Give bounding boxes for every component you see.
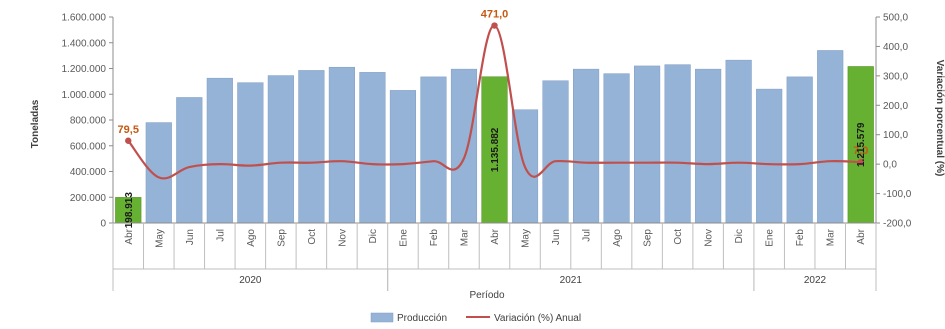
legend-line-label: Variación (%) Anual [494, 313, 581, 324]
x-tick-label: Abr [490, 228, 501, 244]
x-tick-label: May [521, 229, 532, 248]
x-tick-label: Jun [551, 229, 562, 245]
bar-10 [420, 76, 447, 224]
x-tick-label: Jun [185, 229, 196, 245]
x-tick-label: Mar [826, 228, 837, 246]
y-left-tick-label: 1.400.000 [62, 38, 107, 49]
line-value-label: 7,0 [853, 145, 868, 157]
y-right-tick-label: 0,0 [883, 160, 897, 171]
bar-value-label: 1.135.882 [490, 127, 501, 172]
y-right-axis-title: Variación porcentual (%) [934, 60, 945, 177]
x-tick-label: Nov [704, 229, 715, 247]
bar-9 [389, 90, 417, 224]
y-right-tick-label: -100,0 [883, 189, 912, 200]
bar-4 [237, 82, 264, 224]
bar-11 [450, 68, 478, 224]
y-left-tick-label: 1.000.000 [62, 90, 107, 101]
bar-16 [603, 73, 630, 224]
y-left-tick-label: 800.000 [70, 116, 107, 127]
bar-21 [756, 88, 783, 224]
y-right-tick-label: 400,0 [883, 42, 908, 53]
bar-17 [634, 65, 661, 224]
bar-19 [695, 68, 722, 224]
y-left-tick-label: 1.600.000 [62, 13, 107, 24]
year-label: 2022 [804, 275, 827, 286]
bar-7 [328, 66, 355, 224]
x-tick-label: May [154, 229, 165, 248]
x-tick-label: Sep [643, 229, 654, 247]
bar-5 [267, 75, 294, 224]
bar-3 [206, 77, 233, 224]
bar-8 [359, 72, 386, 224]
variation-point-0 [125, 137, 132, 144]
variation-point-12 [491, 22, 498, 29]
line-value-label: 79,5 [118, 124, 139, 136]
x-tick-label: Ene [398, 229, 409, 247]
bar-18 [664, 64, 691, 224]
x-tick-label: Sep [276, 229, 287, 247]
x-tick-label: Ago [612, 229, 623, 247]
line-group [125, 22, 864, 180]
bar-12 [481, 76, 508, 224]
x-tick-label: Feb [795, 229, 806, 247]
x-axis-title: Período [469, 290, 504, 301]
x-tick-label: Abr [856, 228, 867, 244]
bar-14 [542, 80, 569, 224]
bar-23 [817, 50, 844, 224]
legend-bar-label: Producción [397, 313, 447, 324]
legend-bar-swatch [370, 312, 394, 323]
bar-2 [176, 97, 203, 224]
y-left-tick-label: 0 [100, 219, 106, 230]
bar-24 [847, 66, 874, 224]
x-tick-label: Oct [673, 229, 684, 245]
bar-value-label: 1.215.579 [856, 122, 867, 167]
y-left-tick-label: 1.200.000 [62, 64, 107, 75]
y-right-tick-label: 300,0 [883, 71, 908, 82]
x-tick-label: Jul [582, 229, 593, 242]
y-right-tick-label: -200,0 [883, 219, 912, 230]
year-label: 2021 [560, 275, 583, 286]
axes-group: 0 200.000 400.000 600.000 800.000 1.000.000 1.… [62, 13, 912, 291]
y-left-tick-label: 600.000 [70, 141, 107, 152]
x-tick-label: Oct [307, 229, 318, 245]
y-right-tick-label: 500,0 [883, 13, 908, 24]
y-left-axis-title: Toneladas [30, 99, 41, 148]
bar-value-label: 198.913 [124, 192, 135, 229]
bar-20 [725, 59, 752, 224]
y-right-tick-label: 100,0 [883, 130, 908, 141]
legend: Producción Variación (%) Anual [370, 312, 581, 324]
year-label: 2020 [239, 275, 262, 286]
bar-15 [572, 68, 600, 224]
variation-point-24 [857, 158, 864, 166]
y-left-tick-label: 400.000 [70, 167, 107, 178]
x-tick-label: Jul [215, 229, 226, 242]
y-right-tick-label: 200,0 [883, 101, 908, 112]
x-tick-label: Abr [124, 228, 135, 244]
x-tick-label: Feb [429, 229, 440, 247]
bar-6 [298, 70, 325, 224]
x-tick-label: Ago [246, 229, 257, 247]
x-tick-label: Dic [734, 229, 745, 243]
bar-22 [786, 76, 813, 224]
labels-group: 79,5 471,0 7,0 198.913 1.135.882 1.215.579 [118, 9, 869, 229]
y-left-tick-label: 200.000 [70, 193, 107, 204]
x-tick-label: Nov [337, 229, 348, 247]
bar-0 [115, 197, 142, 224]
bars-group [115, 50, 874, 224]
line-value-label: 471,0 [481, 9, 509, 21]
x-tick-label: Dic [368, 229, 379, 243]
x-tick-label: Ene [765, 229, 776, 247]
bar-1 [145, 122, 172, 224]
x-tick-label: Mar [459, 228, 470, 246]
